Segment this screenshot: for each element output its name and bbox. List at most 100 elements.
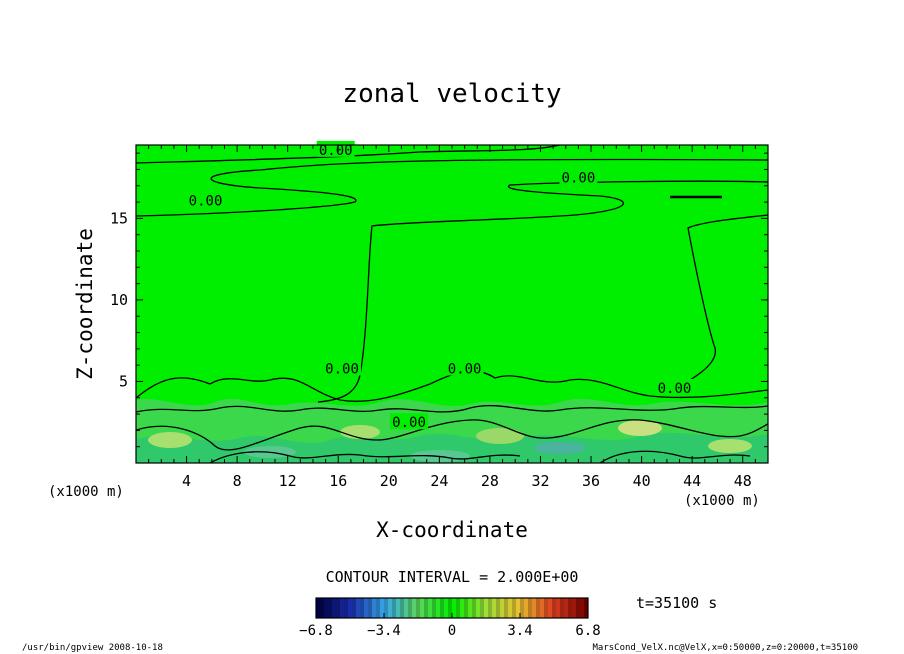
x-tick-label: 32 — [531, 472, 549, 490]
colorbar-tick-label: 6.8 — [575, 623, 600, 639]
colorbar-cell — [344, 598, 349, 618]
contour-label: 0.00 — [562, 171, 596, 187]
colorbar-cell — [568, 598, 573, 618]
contour-label-bg — [186, 191, 225, 208]
colorbar-tick-label: 0 — [448, 623, 456, 639]
colorbar-cell — [352, 598, 357, 618]
colorbar-cell — [436, 598, 441, 618]
shading-blob — [534, 442, 586, 454]
colorbar-cell — [428, 598, 433, 618]
colorbar-cell — [488, 598, 493, 618]
shading-blob — [148, 432, 192, 448]
colorbar-cell — [336, 598, 341, 618]
colorbar-cell — [440, 598, 445, 618]
colorbar-cell — [528, 598, 533, 618]
footer-left: /usr/bin/gpview 2008-10-18 — [22, 643, 163, 653]
colorbar-cell — [412, 598, 417, 618]
colorbar-cell — [372, 598, 377, 618]
colorbar-cell — [580, 598, 585, 618]
colorbar-cell — [448, 598, 453, 618]
colorbar-cell — [548, 598, 553, 618]
colorbar-cell — [484, 598, 489, 618]
colorbar-cell — [540, 598, 545, 618]
y-tick-label: 10 — [110, 291, 128, 309]
colorbar-cell — [384, 598, 389, 618]
contour-label: 0.00 — [189, 193, 223, 209]
contour-label-bg — [445, 359, 484, 376]
colorbar-cell — [376, 598, 381, 618]
footer-right: MarsCond_VelX.nc@VelX,x=0:50000,z=0:2000… — [592, 643, 858, 653]
colorbar-cell — [408, 598, 413, 618]
colorbar-cell — [348, 598, 353, 618]
colorbar-cell — [508, 598, 513, 618]
colorbar-cell — [520, 598, 525, 618]
shading-blob — [708, 439, 752, 453]
colorbar-cell — [364, 598, 369, 618]
colorbar-cell — [328, 598, 333, 618]
x-tick-label: 16 — [329, 472, 347, 490]
plot-area: 0.000.000.000.00 0.000.000.00 4 8 12 16 20 24 2… — [110, 140, 769, 490]
x-tick-label: 48 — [734, 472, 752, 490]
contour-line — [136, 419, 768, 451]
x-tick-label: 20 — [380, 472, 398, 490]
colorbar-cell — [532, 598, 537, 618]
contour-line — [136, 158, 768, 217]
colorbar-cell — [492, 598, 497, 618]
x-tick-label: 4 — [182, 472, 191, 490]
colorbar-cell — [544, 598, 549, 618]
contour-line — [209, 451, 521, 463]
x-tick-label: 24 — [430, 472, 448, 490]
contour-label: 0.00 — [392, 415, 426, 431]
y-tick-label: 5 — [119, 372, 128, 390]
contour-line — [599, 450, 751, 463]
y-tick-label: 15 — [110, 209, 128, 227]
colorbar-cell — [556, 598, 561, 618]
colorbar-cell — [388, 598, 393, 618]
contour-label: 0.00 — [448, 361, 482, 377]
contour-line — [136, 404, 768, 413]
colorbar-cell — [380, 598, 385, 618]
colorbar-tick-label: 3.4 — [507, 623, 532, 639]
contour-line — [136, 370, 768, 402]
x-tick-label: 12 — [279, 472, 297, 490]
colorbar-ticks: −6.8 −3.4 0 3.4 6.8 — [299, 613, 601, 639]
x-axis-title: X-coordinate — [376, 518, 528, 542]
contour-line — [687, 214, 768, 381]
contour-shading — [136, 398, 768, 463]
colorbar-cell — [584, 598, 589, 618]
contour-label: 0.00 — [319, 143, 353, 159]
colorbar-cell — [404, 598, 409, 618]
x-tick-label: 8 — [233, 472, 242, 490]
contour-label-bg — [390, 413, 429, 430]
shading-blob — [618, 420, 662, 436]
colorbar-cell — [496, 598, 501, 618]
colorbar-cell — [460, 598, 465, 618]
colorbar-cell — [468, 598, 473, 618]
colorbar-cell — [516, 598, 521, 618]
y-axis-title: Z-coordinate — [73, 228, 97, 380]
colorbar-cell — [332, 598, 337, 618]
colorbar-cell — [464, 598, 469, 618]
colorbar-cell — [552, 598, 557, 618]
contour-label: 0.00 — [325, 361, 359, 377]
colorbar-cell — [356, 598, 361, 618]
shading-blob — [340, 425, 380, 439]
colorbar-cell — [456, 598, 461, 618]
x-tick-label: 36 — [582, 472, 600, 490]
colorbar-cell — [432, 598, 437, 618]
x-tick-label: 44 — [683, 472, 701, 490]
colorbar-cell — [340, 598, 345, 618]
contour-label-bg — [559, 168, 598, 185]
colorbar-cell — [420, 598, 425, 618]
colorbar-cell — [512, 598, 517, 618]
time-label: t=35100 s — [636, 594, 717, 612]
colorbar-tick-label: −6.8 — [299, 623, 333, 639]
colorbar-cell — [444, 598, 449, 618]
colorbar-cell — [320, 598, 325, 618]
colorbar-cell — [368, 598, 373, 618]
colorbar-cell — [360, 598, 365, 618]
shading-blob — [476, 428, 524, 444]
contour-line — [136, 145, 561, 164]
colorbar-cell — [452, 598, 457, 618]
colorbar-cell — [536, 598, 541, 618]
